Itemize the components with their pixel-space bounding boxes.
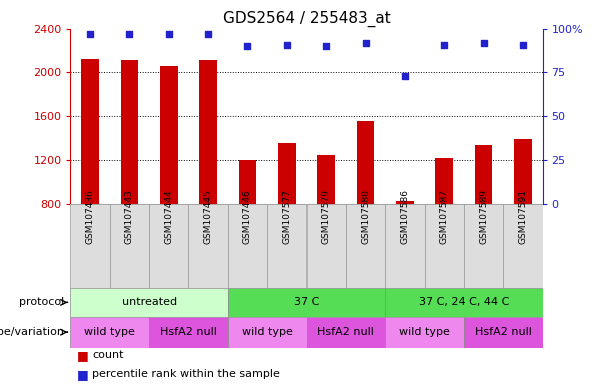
Text: HsfA2 null: HsfA2 null <box>160 327 217 337</box>
Text: protocol: protocol <box>18 297 67 308</box>
Bar <box>514 139 531 204</box>
Bar <box>160 66 178 204</box>
Bar <box>70 288 228 317</box>
Bar <box>385 317 464 348</box>
Bar <box>149 204 189 288</box>
Point <box>440 41 449 48</box>
Point <box>360 40 370 46</box>
Point <box>400 73 409 79</box>
Text: wild type: wild type <box>85 327 135 337</box>
Point <box>164 31 173 37</box>
Bar <box>396 201 414 204</box>
Bar <box>149 317 228 348</box>
Bar <box>464 204 503 288</box>
Text: GSM107444: GSM107444 <box>164 189 173 244</box>
Text: wild type: wild type <box>399 327 450 337</box>
Text: wild type: wild type <box>242 327 292 337</box>
Bar <box>267 204 306 288</box>
Bar <box>228 288 385 317</box>
Title: GDS2564 / 255483_at: GDS2564 / 255483_at <box>223 11 390 27</box>
Bar <box>189 204 228 288</box>
Text: HsfA2 null: HsfA2 null <box>474 327 531 337</box>
Text: GSM107443: GSM107443 <box>125 189 134 244</box>
Bar <box>238 160 256 204</box>
Bar <box>385 288 543 317</box>
Bar <box>385 204 424 288</box>
Text: 37 C: 37 C <box>294 297 319 308</box>
Bar <box>70 317 149 348</box>
Point <box>204 31 213 37</box>
Text: GSM107579: GSM107579 <box>322 189 330 244</box>
Bar <box>278 144 295 204</box>
Point <box>243 43 253 49</box>
Point <box>321 43 331 49</box>
Bar <box>306 317 385 348</box>
Text: GSM107580: GSM107580 <box>361 189 370 244</box>
Text: untreated: untreated <box>121 297 177 308</box>
Bar <box>110 204 149 288</box>
Text: HsfA2 null: HsfA2 null <box>318 327 375 337</box>
Bar <box>228 204 267 288</box>
Text: count: count <box>92 350 123 360</box>
Bar <box>474 144 492 204</box>
Bar <box>346 204 385 288</box>
Bar <box>503 204 543 288</box>
Text: GSM107587: GSM107587 <box>440 189 449 244</box>
Point <box>518 41 528 48</box>
Text: ■: ■ <box>77 368 88 381</box>
Bar <box>435 158 453 204</box>
Bar <box>464 317 543 348</box>
Point <box>282 41 292 48</box>
Text: GSM107591: GSM107591 <box>519 189 527 244</box>
Bar <box>306 204 346 288</box>
Point <box>85 31 95 37</box>
Text: ■: ■ <box>77 349 88 362</box>
Text: GSM107586: GSM107586 <box>400 189 409 244</box>
Bar <box>228 317 306 348</box>
Bar <box>424 204 464 288</box>
Bar <box>357 121 375 204</box>
Point <box>479 40 489 46</box>
Text: 37 C, 24 C, 44 C: 37 C, 24 C, 44 C <box>419 297 509 308</box>
Text: GSM107446: GSM107446 <box>243 189 252 244</box>
Text: percentile rank within the sample: percentile rank within the sample <box>92 369 280 379</box>
Text: genotype/variation: genotype/variation <box>0 327 67 337</box>
Text: GSM107445: GSM107445 <box>204 189 213 244</box>
Point <box>124 31 134 37</box>
Text: GSM107577: GSM107577 <box>283 189 291 244</box>
Bar <box>70 204 110 288</box>
Bar <box>199 60 217 204</box>
Bar <box>121 60 139 204</box>
Text: GSM107436: GSM107436 <box>86 189 94 244</box>
Text: GSM107589: GSM107589 <box>479 189 488 244</box>
Bar <box>318 156 335 204</box>
Bar <box>82 60 99 204</box>
